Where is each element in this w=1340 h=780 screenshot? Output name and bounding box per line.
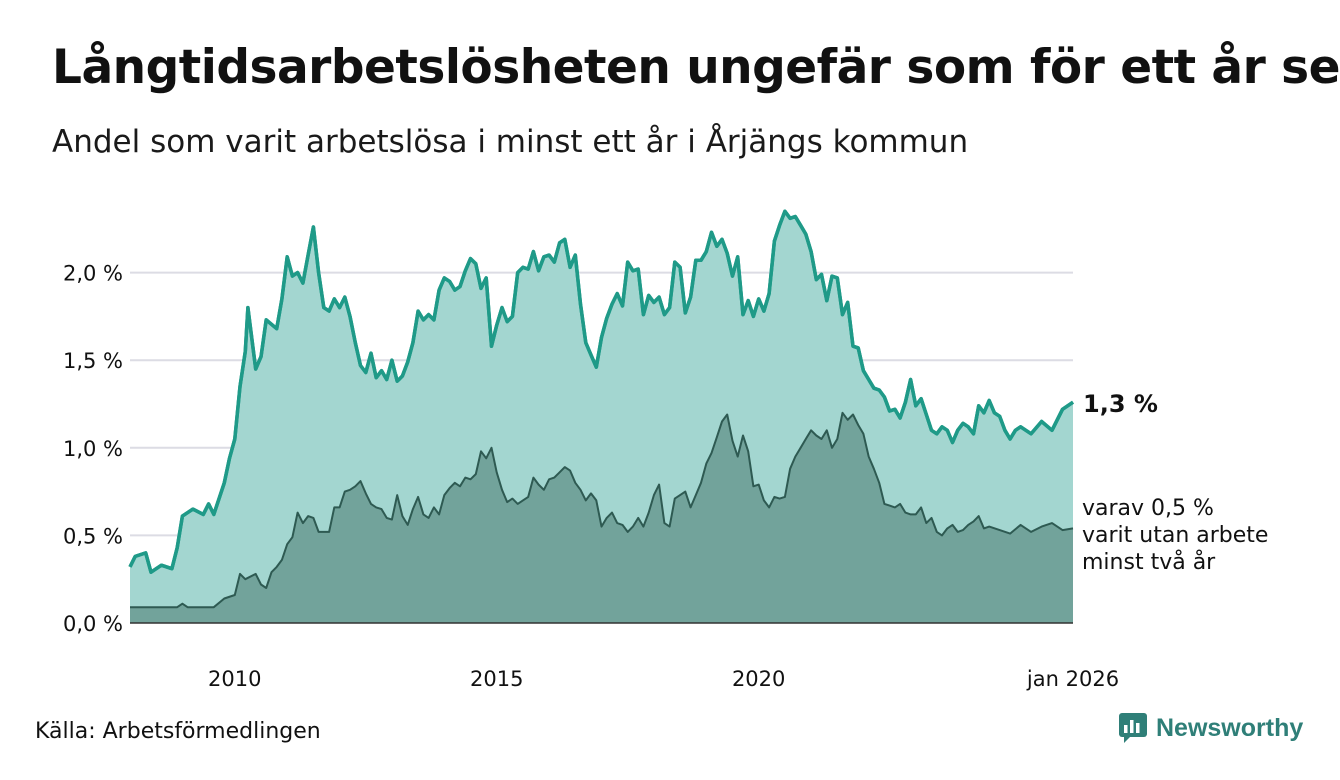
source-label: Källa: Arbetsförmedlingen — [35, 719, 321, 744]
chart-areas — [128, 209, 1074, 624]
y-tick-label: 2,0 % — [63, 262, 123, 286]
axis-labels: 0,0 % 0,5 % 1,0 % 1,5 % 2,0 % 2010 2015 2020 jan… — [63, 262, 1119, 691]
two-year-unemployment-area — [130, 412, 1073, 623]
y-tick-label: 1,5 % — [63, 349, 123, 373]
long-term-unemployment-line-top — [128, 209, 1074, 574]
y-tick-label: 0,0 % — [63, 612, 123, 636]
x-tick-label: 2015 — [470, 667, 523, 691]
brand-logo[interactable]: Newsworthy — [1118, 712, 1303, 744]
x-tick-label: 2020 — [732, 667, 785, 691]
end-label-sub-line: varav 0,5 % — [1082, 496, 1214, 521]
y-tick-label: 0,5 % — [63, 524, 123, 548]
x-tick-label: jan 2026 — [1026, 667, 1119, 691]
brand-name: Newsworthy — [1156, 713, 1304, 742]
end-label-main: 1,3 % — [1083, 390, 1158, 418]
page-subtitle: Andel som varit arbetslösa i minst ett å… — [52, 124, 969, 160]
page-title: Långtidsarbetslösheten ungefär som för e… — [52, 40, 1340, 95]
two-year-unemployment-line — [130, 411, 1074, 609]
y-tick-label: 1,0 % — [63, 437, 123, 461]
x-tick-label: 2010 — [208, 667, 261, 691]
end-label-sub-line: minst två år — [1082, 549, 1216, 575]
end-label-sub-line: varit utan arbete — [1082, 523, 1268, 548]
newsworthy-logo-icon — [1119, 713, 1147, 743]
